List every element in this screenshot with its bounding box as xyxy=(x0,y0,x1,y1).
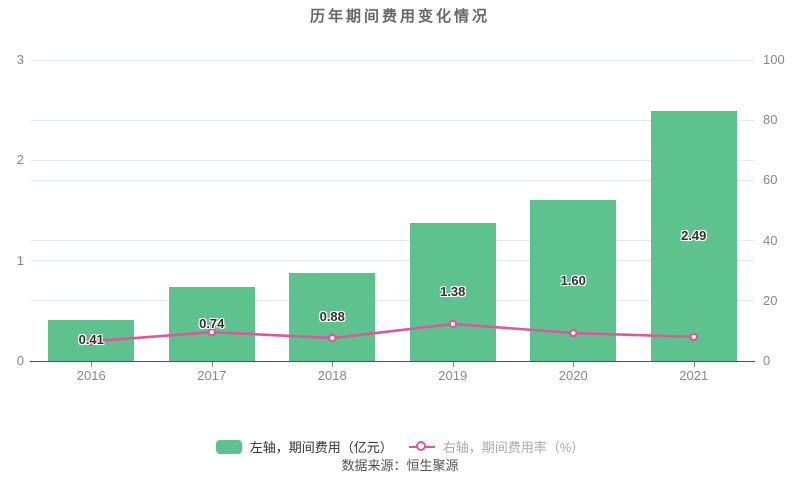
rate-marker-2016[interactable] xyxy=(86,337,96,346)
y-axis-right-label: 40 xyxy=(763,232,778,248)
legend-item-line-series[interactable]: 右轴，期间费用率（%） xyxy=(408,437,585,456)
x-axis-tick xyxy=(573,362,575,367)
x-axis-label-2018: 2018 xyxy=(317,368,347,383)
bar-value-label-2019: 1.38 xyxy=(440,283,466,299)
line-swatch-marker-icon xyxy=(415,440,426,451)
y-axis-right-label: 60 xyxy=(763,172,778,188)
gridline-right-80 xyxy=(31,119,754,121)
x-axis-tick xyxy=(452,362,454,367)
rate-line-path xyxy=(91,322,694,343)
x-axis-label-2016: 2016 xyxy=(76,368,106,383)
x-axis-label-2020: 2020 xyxy=(558,368,588,383)
gridline-left-1 xyxy=(31,260,754,262)
x-axis-tick xyxy=(693,362,695,367)
bar-value-label-2016: 0.41 xyxy=(78,332,104,348)
legend-item-bar-series[interactable]: 左轴，期间费用（亿元） xyxy=(215,437,393,456)
y-axis-left-label: 0 xyxy=(16,353,24,368)
bar-value-label-2021: 2.49 xyxy=(681,228,707,244)
x-axis-label-2017: 2017 xyxy=(197,368,227,383)
bar-series-swatch-icon xyxy=(215,439,242,454)
bar-value-label-2020: 1.60 xyxy=(560,272,586,288)
bar-2019[interactable] xyxy=(409,222,496,361)
bar-2017[interactable] xyxy=(168,286,255,361)
gridline-right-20 xyxy=(31,300,754,302)
bar-value-label-2017: 0.74 xyxy=(199,315,225,331)
bar-value-label-2018: 0.88 xyxy=(319,308,345,324)
x-axis-tick xyxy=(211,362,213,367)
y-axis-right-label: 100 xyxy=(763,52,785,67)
rate-marker-2020[interactable] xyxy=(568,328,578,338)
rate-marker-2021[interactable] xyxy=(689,332,699,342)
y-axis-left-label: 3 xyxy=(16,52,24,67)
y-axis-right-label: 0 xyxy=(763,353,771,368)
line-series-swatch-icon xyxy=(408,440,435,454)
x-axis-line xyxy=(30,361,755,362)
gridline-left-2 xyxy=(31,159,754,161)
plot-area: 0.41 0.74 0.88 1.38 1.60 2.49 xyxy=(31,59,754,361)
legend: 左轴，期间费用（亿元） 右轴，期间费用率（%） xyxy=(0,437,800,456)
legend-label-line-series: 右轴，期间费用率（%） xyxy=(442,440,585,455)
gridline-right-100 xyxy=(31,59,754,61)
gridline-right-40 xyxy=(31,240,754,242)
bar-2021[interactable] xyxy=(650,111,737,361)
x-axis-tick xyxy=(91,362,93,367)
x-axis-label-2021: 2021 xyxy=(679,368,709,383)
y-axis-left-label: 2 xyxy=(16,152,24,168)
y-axis-left-label: 1 xyxy=(16,252,24,268)
bar-2018[interactable] xyxy=(289,272,376,361)
chart-title: 历年期间费用变化情况 xyxy=(309,8,490,25)
rate-marker-2018[interactable] xyxy=(327,333,337,343)
gridline-right-60 xyxy=(31,179,754,181)
y-axis-right-label: 20 xyxy=(763,292,778,308)
legend-label-bar-series: 左轴，期间费用（亿元） xyxy=(249,440,393,455)
rate-line-layer xyxy=(86,319,699,346)
y-axis-right-label: 80 xyxy=(763,112,778,128)
rate-marker-2019[interactable] xyxy=(448,319,458,329)
rate-marker-2017[interactable] xyxy=(207,327,217,337)
x-axis-tick xyxy=(332,362,334,367)
data-source-text: 数据来源：恒生聚源 xyxy=(341,458,459,473)
x-axis-label-2019: 2019 xyxy=(438,368,468,383)
